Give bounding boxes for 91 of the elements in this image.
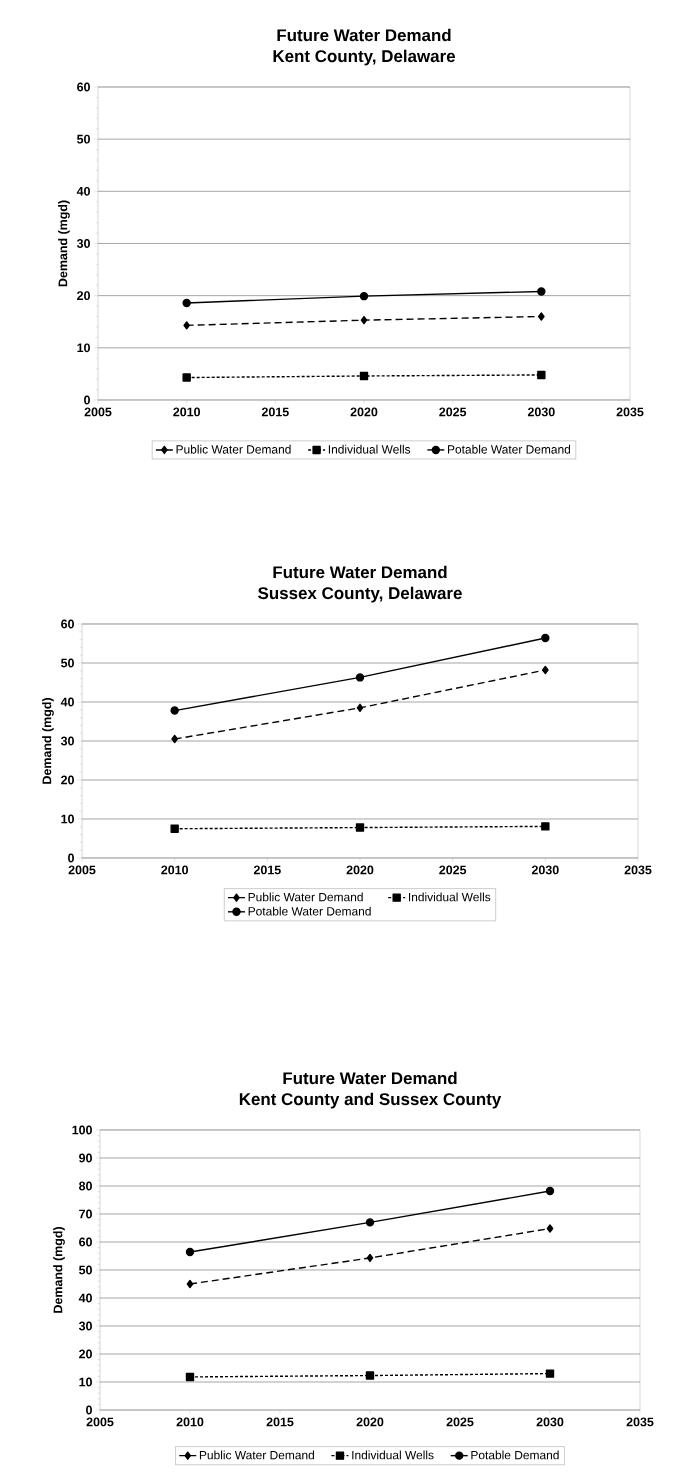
x-tick-label: 2035 <box>624 865 652 875</box>
y-tick-label: 20 <box>77 291 90 301</box>
x-tick-label: 2025 <box>439 407 467 417</box>
chart-title: Future Water Demand <box>283 1071 457 1085</box>
legend-label: Individual Wells <box>352 1450 434 1460</box>
legend-label: Individual Wells <box>328 444 411 454</box>
y-tick-label: 10 <box>61 814 74 824</box>
y-tick-label: 30 <box>78 1321 92 1331</box>
point <box>541 822 550 831</box>
point <box>359 371 369 381</box>
point <box>182 373 191 382</box>
point <box>171 734 178 744</box>
x-tick-label: 2030 <box>531 865 559 875</box>
point <box>186 1279 194 1289</box>
y-tick-label: 80 <box>79 1181 92 1191</box>
point <box>359 291 369 301</box>
legend-label: Potable Water Demand <box>248 906 371 916</box>
x-tick-label: 2010 <box>173 407 201 417</box>
y-tick-label: 90 <box>79 1153 92 1163</box>
point <box>542 665 549 675</box>
legend-label: Individual Wells <box>409 892 491 902</box>
y-tick-label: 50 <box>77 134 90 144</box>
x-tick-label: 2015 <box>266 1417 294 1427</box>
point <box>365 1371 375 1380</box>
y-tick-label: 40 <box>76 186 90 196</box>
y-axis-title: Demand (mgd) <box>53 1227 65 1313</box>
y-tick-label: 60 <box>61 619 74 629</box>
point <box>545 1186 555 1196</box>
x-tick-label: 2020 <box>356 1417 384 1427</box>
x-tick-label: 2005 <box>86 1417 114 1427</box>
y-tick-label: 70 <box>79 1209 92 1219</box>
x-tick-label: 2010 <box>161 865 189 875</box>
x-tick-label: 2020 <box>346 865 374 875</box>
chart-title: Future Water Demand <box>273 565 447 579</box>
point <box>355 823 365 832</box>
chart-subtitle: Kent County, Delaware <box>273 49 456 66</box>
y-tick-label: 50 <box>61 658 74 668</box>
y-tick-label: 100 <box>72 1125 92 1135</box>
y-tick-label: 0 <box>84 395 90 405</box>
y-tick-label: 0 <box>68 853 74 863</box>
point <box>360 315 368 325</box>
point <box>538 312 545 321</box>
point <box>545 1369 555 1378</box>
x-tick-label: 2010 <box>176 1417 204 1427</box>
legend-label: Potable Water Demand <box>448 444 571 454</box>
y-tick-label: 60 <box>77 82 90 92</box>
point <box>182 298 191 308</box>
y-tick-label: 20 <box>61 775 74 785</box>
x-tick-label: 2005 <box>84 407 112 417</box>
x-tick-label: 2035 <box>616 407 644 417</box>
point <box>355 673 365 682</box>
y-tick-label: 40 <box>78 1293 92 1303</box>
x-tick-label: 2030 <box>527 407 555 417</box>
point <box>170 706 179 715</box>
point <box>183 321 190 330</box>
y-axis-title: Demand (mgd) <box>58 200 70 287</box>
y-tick-label: 60 <box>79 1237 92 1247</box>
point <box>356 703 364 713</box>
y-tick-label: 30 <box>60 736 74 746</box>
chart-subtitle: Sussex County, Delaware <box>258 586 462 603</box>
x-tick-label: 2025 <box>439 865 467 875</box>
x-tick-label: 2015 <box>253 865 281 875</box>
point <box>537 287 546 296</box>
x-tick-label: 2015 <box>261 407 289 417</box>
point <box>366 1253 374 1263</box>
x-tick-label: 2020 <box>350 407 378 417</box>
legend-label: Public Water Demand <box>199 1450 314 1460</box>
x-tick-label: 2025 <box>446 1417 474 1427</box>
y-tick-label: 20 <box>79 1349 92 1359</box>
point <box>541 633 550 643</box>
y-tick-label: 30 <box>76 239 90 248</box>
x-tick-label: 2030 <box>536 1417 564 1427</box>
x-tick-label: 2035 <box>626 1417 654 1427</box>
y-tick-label: 50 <box>79 1265 92 1275</box>
point <box>170 824 179 833</box>
y-tick-label: 40 <box>60 697 74 707</box>
point <box>185 1247 195 1257</box>
y-axis-title: Demand (mgd) <box>42 698 54 784</box>
legend-label: Potable Demand <box>471 1450 559 1460</box>
point <box>185 1372 195 1382</box>
y-tick-label: 10 <box>79 1377 92 1387</box>
point <box>365 1218 375 1227</box>
y-tick-label: 0 <box>86 1405 92 1415</box>
x-tick-label: 2005 <box>68 865 96 875</box>
chart-subtitle: Kent County and Sussex County <box>239 1092 502 1109</box>
legend-label: Public Water Demand <box>176 444 291 454</box>
y-tick-label: 10 <box>77 343 90 353</box>
point <box>537 370 546 380</box>
legend-label: Public Water Demand <box>248 892 363 902</box>
chart-title: Future Water Demand <box>277 28 451 42</box>
point <box>546 1224 554 1233</box>
